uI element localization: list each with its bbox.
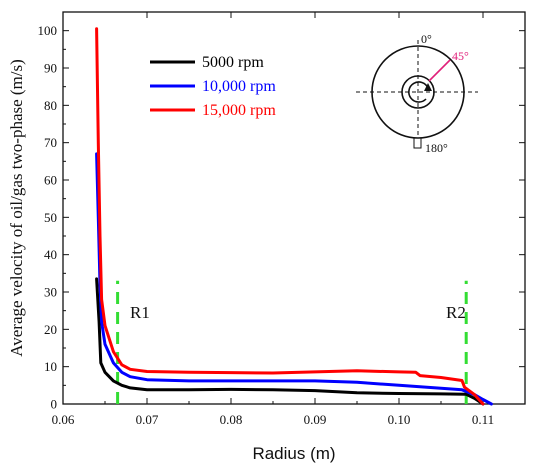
- x-tick-labels: 0.06 0.07 0.08 0.09 0.10 0.11: [52, 412, 495, 427]
- plot-frame: [62, 11, 526, 405]
- y-tick-label: 30: [44, 285, 57, 300]
- inset-arrow-head: [424, 83, 432, 91]
- x-axis-title: Radius (m): [252, 444, 335, 463]
- series-group: [95, 27, 493, 406]
- y-tick-label: 0: [51, 397, 58, 412]
- series-line-2: [95, 27, 485, 406]
- x-tick-label: 0.10: [388, 412, 411, 427]
- x-tick-label: 0.07: [136, 412, 159, 427]
- x-tick-label: 0.11: [472, 412, 494, 427]
- inset-inner-circle: [401, 75, 435, 109]
- legend: 5000 rpm 10,000 rpm 15,000 rpm: [150, 54, 276, 119]
- axis-ticks: [62, 11, 526, 405]
- inset-45-degree-line: [428, 59, 451, 82]
- legend-label-5000: 5000 rpm: [202, 54, 264, 71]
- y-tick-label: 10: [44, 359, 57, 374]
- inset-label-45deg: 45°: [452, 49, 469, 63]
- x-tick-label: 0.06: [52, 412, 75, 427]
- legend-label-15000: 15,000 rpm: [202, 102, 276, 119]
- x-tick-label: 0.09: [304, 412, 327, 427]
- x-tick-label: 0.08: [220, 412, 243, 427]
- r1-label: R1: [130, 303, 150, 322]
- inset-label-0deg: 0°: [421, 32, 432, 46]
- inset-diagram: 0° 45° 180°: [356, 32, 478, 155]
- y-tick-label: 80: [44, 98, 57, 113]
- legend-label-10000: 10,000 rpm: [202, 78, 276, 95]
- y-tick-labels: 0 10 20 30 40 50 60 70 80 90 100: [38, 23, 58, 411]
- y-tick-label: 70: [44, 135, 57, 150]
- inset-rotation-arrow: [408, 81, 429, 103]
- y-tick-label: 20: [44, 322, 57, 337]
- r2-label: R2: [446, 303, 466, 322]
- y-tick-label: 100: [38, 23, 58, 38]
- y-axis-title: Average velocity of oil/gas two-phase (m…: [7, 59, 26, 357]
- inset-label-180deg: 180°: [425, 141, 448, 155]
- y-tick-label: 60: [44, 173, 57, 188]
- inset-outlet-port: [413, 137, 422, 149]
- y-tick-label: 40: [44, 247, 57, 262]
- y-tick-label: 90: [44, 61, 57, 76]
- series-line-0: [95, 277, 485, 406]
- y-tick-label: 50: [44, 210, 57, 225]
- series-line-1: [95, 152, 493, 406]
